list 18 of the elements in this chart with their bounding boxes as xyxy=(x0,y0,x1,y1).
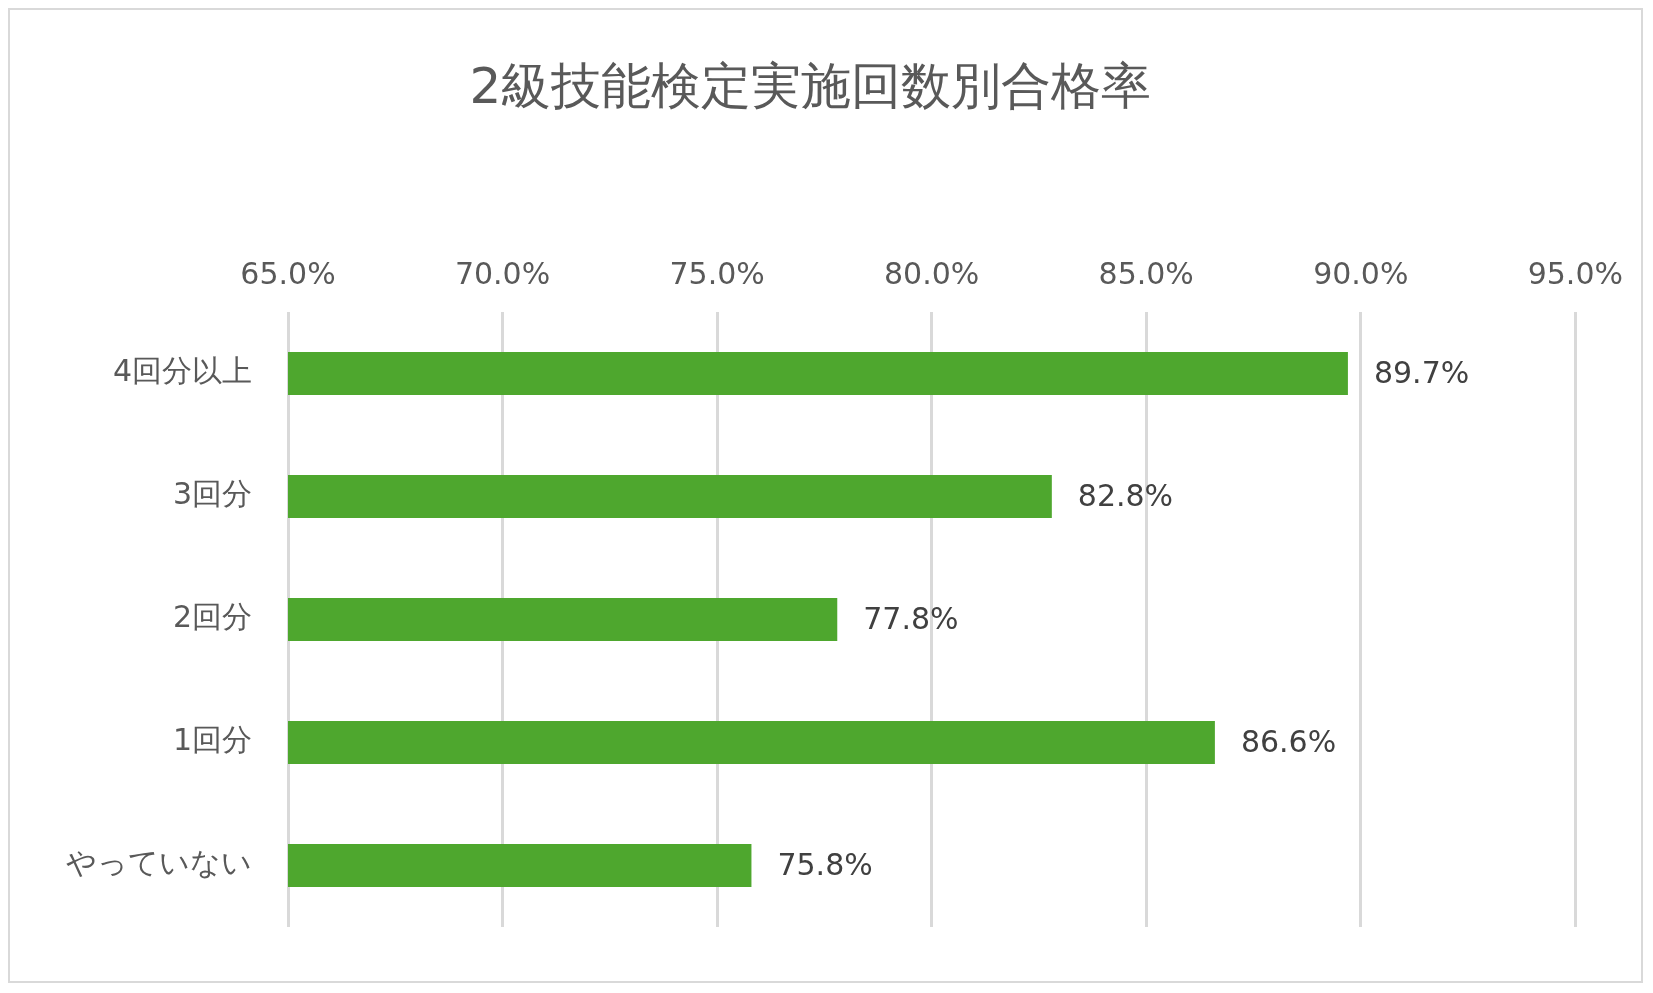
y-tick-label: 3回分 xyxy=(172,476,252,512)
x-tick-label: 95.0% xyxy=(1527,255,1623,291)
y-tick-label: 1回分 xyxy=(172,722,252,758)
y-tick-label: やっていない xyxy=(66,845,252,881)
data-label: 77.8% xyxy=(863,601,959,637)
x-tick-label: 70.0% xyxy=(454,255,551,291)
data-label: 82.8% xyxy=(1077,478,1174,514)
y-tick-label: 2回分 xyxy=(172,599,252,635)
chart-title: 2級技能検定実施回数別合格率 xyxy=(469,56,1152,115)
data-label: 89.7% xyxy=(1373,355,1470,391)
x-tick-label: 65.0% xyxy=(240,255,336,291)
x-tick-label: 90.0% xyxy=(1313,255,1409,291)
data-label: 86.6% xyxy=(1240,724,1337,760)
x-tick-label: 75.0% xyxy=(669,255,765,291)
y-tick-label: 4回分以上 xyxy=(112,353,252,389)
x-tick-label: 80.0% xyxy=(884,255,980,291)
x-tick-label: 85.0% xyxy=(1098,255,1194,291)
data-label: 75.8% xyxy=(777,847,873,883)
